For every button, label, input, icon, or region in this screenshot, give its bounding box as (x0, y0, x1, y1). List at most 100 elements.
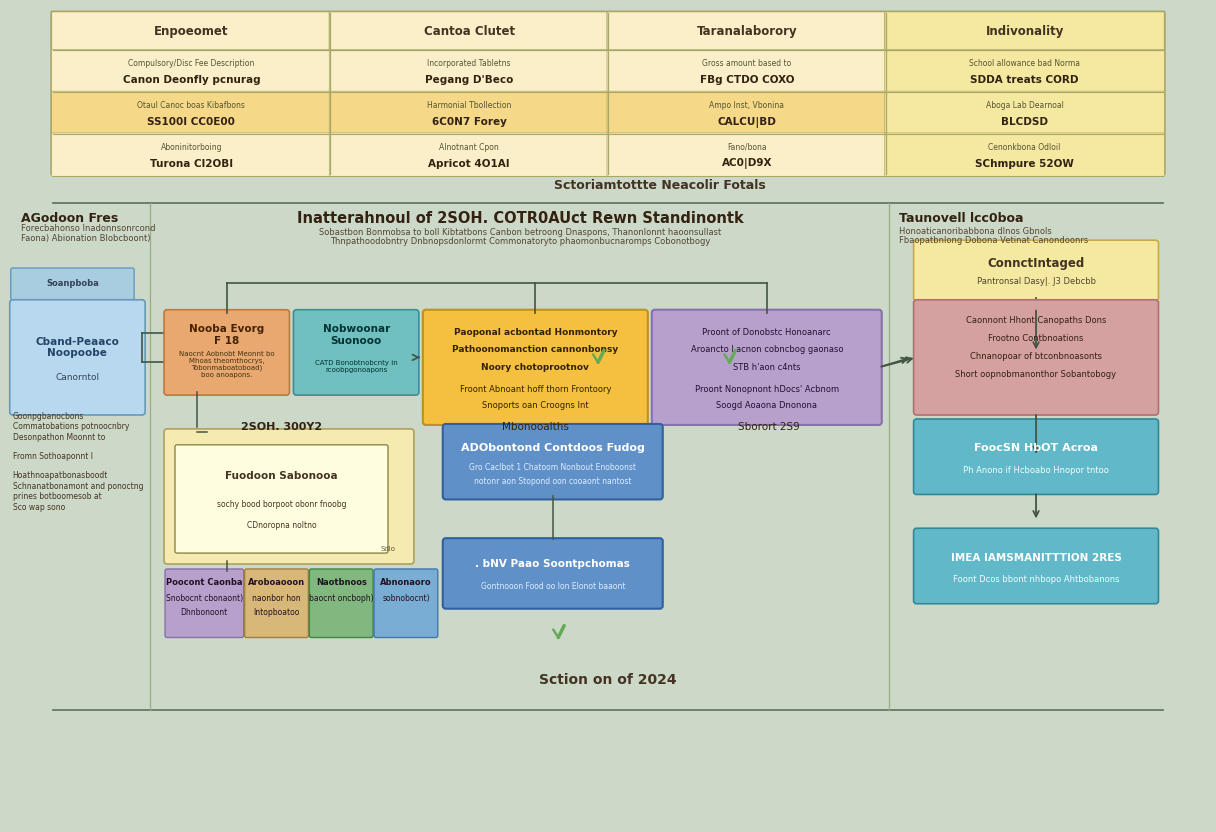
Text: sobnobocnt): sobnobocnt) (382, 594, 429, 603)
FancyBboxPatch shape (51, 92, 331, 135)
FancyBboxPatch shape (244, 569, 309, 637)
Text: Otaul Canoc boas Kibafbons: Otaul Canoc boas Kibafbons (137, 101, 246, 110)
Text: Hoathnoapatbonasboodt
Schnanatbonamont and ponoctng
prines botboomesob at
Sco wa: Hoathnoapatbonasboodt Schnanatbonamont a… (12, 472, 143, 512)
Text: Proont Nonopnont hDocs' Acbnom: Proont Nonopnont hDocs' Acbnom (694, 384, 839, 394)
Text: Incorporated Tabletns: Incorporated Tabletns (427, 59, 511, 68)
FancyBboxPatch shape (607, 133, 886, 176)
Text: Canon Deonfly pcnurag: Canon Deonfly pcnurag (123, 76, 260, 86)
Text: 6C0N7 Forey: 6C0N7 Forey (432, 117, 507, 127)
Text: Gontnooon Food oo lon Elonot baaont: Gontnooon Food oo lon Elonot baaont (480, 582, 625, 591)
Text: Ph Anono if Hcboabo Hnopor tntoo: Ph Anono if Hcboabo Hnopor tntoo (963, 466, 1109, 475)
FancyBboxPatch shape (607, 92, 886, 135)
Text: Chnanopoar of btconbnoasonts: Chnanopoar of btconbnoasonts (970, 352, 1102, 361)
Text: Aroancto Lacnon cobncbog gaonaso: Aroancto Lacnon cobncbog gaonaso (691, 345, 843, 354)
Text: Gross amount based to: Gross amount based to (702, 59, 792, 68)
Text: . bNV Paao Soontpchomas: . bNV Paao Soontpchomas (475, 559, 630, 569)
Text: ADObontond Contdoos Fudog: ADObontond Contdoos Fudog (461, 443, 644, 453)
FancyBboxPatch shape (309, 569, 373, 637)
Text: CDnoropna noltno: CDnoropna noltno (247, 521, 316, 529)
Text: Aboga Lab Dearnoal: Aboga Lab Dearnoal (986, 101, 1064, 110)
FancyBboxPatch shape (913, 419, 1159, 494)
Text: Aboninitorboing: Aboninitorboing (161, 143, 223, 151)
Text: Aroboaooon: Aroboaooon (248, 578, 305, 587)
Text: Noory chotoprootnov: Noory chotoprootnov (482, 363, 590, 372)
Text: AC0|D9X: AC0|D9X (721, 158, 772, 170)
FancyBboxPatch shape (330, 92, 609, 135)
FancyBboxPatch shape (293, 310, 418, 395)
FancyBboxPatch shape (10, 300, 145, 415)
Text: Sdlo: Sdlo (381, 546, 396, 552)
Text: Fuodoon Sabonooa: Fuodoon Sabonooa (225, 471, 338, 481)
Text: Soogd Aoaona Dnonona: Soogd Aoaona Dnonona (716, 401, 817, 410)
FancyBboxPatch shape (443, 538, 663, 609)
Text: Taranalaborory: Taranalaborory (697, 25, 798, 38)
Text: Cantoa Clutet: Cantoa Clutet (423, 25, 514, 38)
Text: notonr aon Stopond oon cooaont nantost: notonr aon Stopond oon cooaont nantost (474, 477, 631, 486)
FancyBboxPatch shape (330, 49, 609, 93)
Text: School allowance bad Norma: School allowance bad Norma (969, 59, 1080, 68)
Text: baocnt oncboph): baocnt oncboph) (309, 594, 373, 603)
Text: Honoaticanoribabbona dlnos Gbnols: Honoaticanoribabbona dlnos Gbnols (899, 227, 1052, 235)
Text: SChmpure 52OW: SChmpure 52OW (975, 159, 1074, 169)
Text: Taunovell lcc0boa: Taunovell lcc0boa (899, 212, 1023, 225)
Text: SDDA treats CORD: SDDA treats CORD (970, 76, 1079, 86)
FancyBboxPatch shape (885, 92, 1165, 135)
Text: Compulsory/Disc Fee Description: Compulsory/Disc Fee Description (128, 59, 254, 68)
FancyBboxPatch shape (652, 310, 882, 425)
Text: Gro Caclbot 1 Chatoom Nonbout Enoboonst: Gro Caclbot 1 Chatoom Nonbout Enoboonst (469, 463, 636, 472)
Text: Cband-Peaaco
Noopoobe: Cband-Peaaco Noopoobe (35, 337, 119, 359)
Text: Snoports oan Croogns Int: Snoports oan Croogns Int (482, 401, 589, 410)
Text: Poocont Caonba: Poocont Caonba (167, 578, 243, 587)
FancyBboxPatch shape (607, 12, 886, 52)
Text: Naocnt Aobnobt Meonnt bo
Mhoas theomthocrys,
Tobonmaboatoboad)
boo anoapons.: Naocnt Aobnobt Meonnt bo Mhoas theomthoc… (179, 350, 275, 378)
Text: Paoponal acbontad Honmontory: Paoponal acbontad Honmontory (454, 328, 618, 337)
Text: Caonnont Hhont Canopaths Dons: Caonnont Hhont Canopaths Dons (966, 316, 1107, 325)
Text: Turona Cl2OBI: Turona Cl2OBI (150, 159, 233, 169)
Text: naonbor hon: naonbor hon (252, 594, 300, 603)
FancyBboxPatch shape (330, 133, 609, 176)
Text: Mbonooalths: Mbonooalths (502, 422, 569, 432)
FancyBboxPatch shape (164, 429, 413, 564)
FancyBboxPatch shape (913, 300, 1159, 415)
Text: Harmonial Tbollection: Harmonial Tbollection (427, 101, 511, 110)
FancyBboxPatch shape (607, 49, 886, 93)
Text: FoocSN HbOT Acroa: FoocSN HbOT Acroa (974, 443, 1098, 453)
FancyBboxPatch shape (885, 133, 1165, 176)
FancyBboxPatch shape (51, 12, 331, 52)
FancyBboxPatch shape (885, 12, 1165, 52)
Text: CATD Bonobtnobcnty in
rcoobpgonoapons: CATD Bonobtnobcnty in rcoobpgonoapons (315, 360, 398, 374)
FancyBboxPatch shape (330, 12, 609, 52)
FancyBboxPatch shape (164, 310, 289, 395)
Text: 2SOH. 300Y2: 2SOH. 300Y2 (241, 422, 322, 432)
Text: Sctoriamtottte Neacolir Fotals: Sctoriamtottte Neacolir Fotals (553, 179, 766, 192)
Text: Foont Dcos bbont nhbopo Ahtbobanons: Foont Dcos bbont nhbopo Ahtbobanons (953, 576, 1119, 584)
Text: sochy bood borpoot obonr fnoobg: sochy bood borpoot obonr fnoobg (216, 500, 347, 508)
Text: Goonpgbanocbons
Commatobations potnoocnbry
Desonpathon Moonnt to: Goonpgbanocbons Commatobations potnoocnb… (12, 412, 129, 442)
FancyBboxPatch shape (913, 240, 1159, 301)
Text: ConnctIntaged: ConnctIntaged (987, 257, 1085, 270)
Text: Apricot 4O1AI: Apricot 4O1AI (428, 159, 510, 169)
Text: Frootno Contbnoations: Frootno Contbnoations (989, 334, 1083, 343)
FancyBboxPatch shape (11, 268, 134, 300)
Text: Inatterahnoul of 2SOH. COTR0AUct Rewn Standinontk: Inatterahnoul of 2SOH. COTR0AUct Rewn St… (297, 210, 744, 225)
Text: IMEA IAMSMANITTTION 2RES: IMEA IAMSMANITTTION 2RES (951, 552, 1121, 562)
FancyBboxPatch shape (51, 49, 331, 93)
Text: Alnotnant Cpon: Alnotnant Cpon (439, 143, 499, 151)
Text: Naotbnoos: Naotbnoos (316, 578, 367, 587)
Text: FBg CTDO COXO: FBg CTDO COXO (699, 76, 794, 86)
Text: Cenonkbona Odloil: Cenonkbona Odloil (989, 143, 1060, 151)
FancyBboxPatch shape (885, 49, 1165, 93)
Text: Short oopnobmanonthor Sobantobogy: Short oopnobmanonthor Sobantobogy (956, 369, 1116, 379)
Text: CALCU|BD: CALCU|BD (717, 116, 776, 128)
Text: Fromn Sothoaponnt I: Fromn Sothoaponnt I (12, 453, 92, 461)
FancyBboxPatch shape (51, 12, 1165, 175)
Text: STB h'aon c4nts: STB h'aon c4nts (733, 363, 800, 372)
Text: Sborort 2S9: Sborort 2S9 (738, 422, 800, 432)
Text: Soanpboba: Soanpboba (46, 280, 98, 289)
Text: Pegang D'Beco: Pegang D'Beco (424, 76, 513, 86)
Text: Pantronsal Dasy|. J3 Debcbb: Pantronsal Dasy|. J3 Debcbb (976, 277, 1096, 286)
Text: Froont Abnoant hoff thorn Frontoory: Froont Abnoant hoff thorn Frontoory (460, 384, 612, 394)
Text: Snobocnt cbonaont): Snobocnt cbonaont) (165, 594, 243, 603)
Text: Proont of Donobstc Honoanarc: Proont of Donobstc Honoanarc (703, 328, 831, 337)
FancyBboxPatch shape (51, 133, 331, 176)
